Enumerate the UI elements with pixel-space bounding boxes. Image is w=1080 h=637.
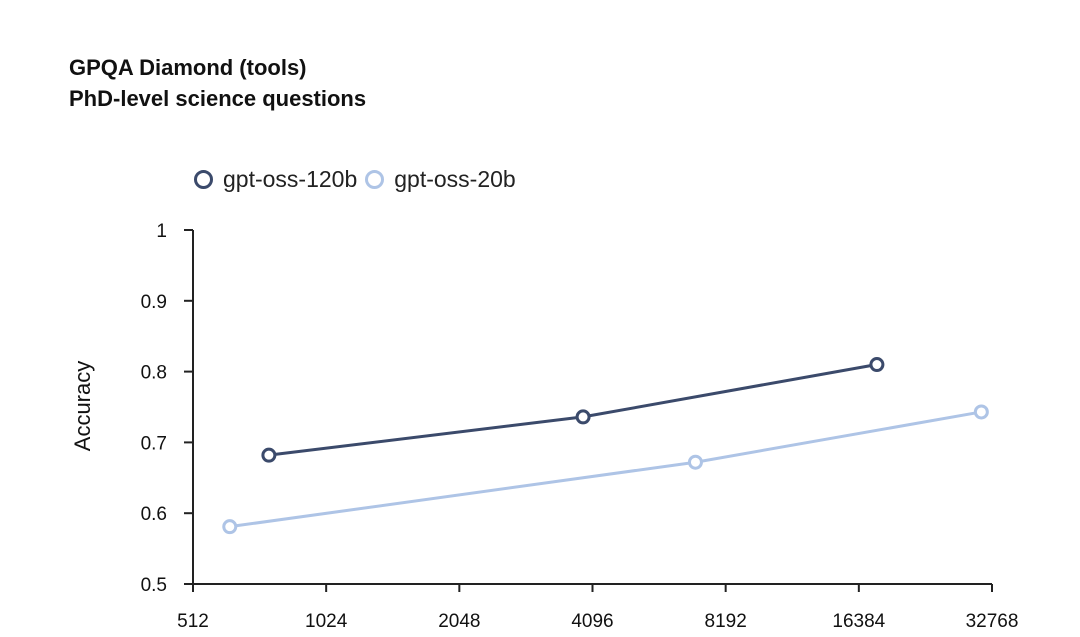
y-tick-label: 0.6 [141,504,167,525]
chart-subtitle: PhD-level science questions [69,86,367,111]
legend: gpt-oss-120b gpt-oss-20b [194,166,524,193]
x-tick-label: 8192 [705,611,747,632]
data-point-1-0 [222,519,238,535]
data-point-1-2 [973,404,989,420]
data-point-1-1 [687,454,703,470]
y-tick-label: 0.8 [141,363,167,384]
legend-item-20b: gpt-oss-20b [365,166,516,193]
chart-title: GPQA Diamond (tools) [69,55,307,80]
series-line-1 [229,410,982,529]
data-point-0-1 [575,409,591,425]
y-tick-label: 1 [156,221,167,242]
x-tick-label: 4096 [571,611,613,632]
axes: 0.5 0.6 0.7 0.8 0.9 1 512 1024 2048 4096 8192 16384… [141,221,1019,632]
series-line-0 [268,363,878,457]
y-tick-label: 0.9 [141,292,167,313]
x-tick-label: 1024 [305,611,348,632]
x-tick-label: 16384 [832,611,885,632]
x-tick-label: 2048 [438,611,480,632]
data-point-0-2 [869,357,885,373]
legend-marker-20b [365,170,385,189]
legend-label-20b: gpt-oss-20b [394,166,516,192]
legend-marker-120b [194,170,213,189]
series-layer [222,357,989,535]
y-tick-label: 0.5 [141,575,167,596]
y-tick-label: 0.7 [141,433,167,454]
legend-item-120b: gpt-oss-120b [194,166,357,193]
y-axis-title: Accuracy [70,361,95,451]
x-tick-label: 32768 [966,611,1019,632]
data-point-0-0 [261,447,277,463]
x-tick-label: 512 [177,611,209,632]
legend-label-120b: gpt-oss-120b [223,166,358,192]
chart-titles: GPQA Diamond (tools) PhD-level science q… [69,52,366,114]
